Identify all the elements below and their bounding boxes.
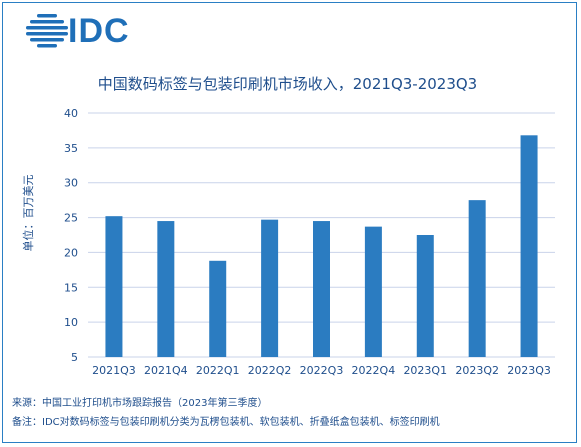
x-tick-label: 2023Q2 [455, 364, 499, 377]
source-note: 来源：中国工业打印机市场跟踪报告（2023年第三季度） [12, 398, 268, 409]
y-tick-label: 15 [64, 281, 78, 294]
x-tick-label: 2023Q3 [507, 364, 551, 377]
y-tick-label: 5 [71, 351, 78, 364]
y-tick-labels: 5 10 15 20 25 30 35 40 [64, 107, 78, 364]
bar-2023Q2 [468, 200, 486, 357]
x-tick-label: 2022Q1 [196, 364, 240, 377]
y-tick-label: 20 [64, 246, 78, 259]
y-tick-label: 35 [64, 142, 78, 155]
bar-2022Q4 [364, 226, 382, 357]
x-tick-label: 2021Q3 [92, 364, 136, 377]
bar-2022Q1 [209, 260, 227, 357]
x-tick-label: 2022Q2 [248, 364, 292, 377]
chart-title: 中国数码标签与包装印刷机市场收入，2021Q3-2023Q3 [97, 75, 478, 93]
x-tick-label: 2023Q1 [403, 364, 447, 377]
bars [105, 135, 538, 357]
bar-2023Q1 [416, 235, 434, 357]
bar-2022Q2 [261, 219, 279, 357]
y-tick-label: 30 [64, 177, 78, 190]
y-tick-label: 10 [64, 316, 78, 329]
x-tick-label: 2021Q4 [144, 364, 188, 377]
globe-icon [26, 14, 68, 48]
y-tick-label: 25 [64, 212, 78, 225]
bar-2021Q3 [105, 216, 123, 357]
logo-text: IDC [68, 12, 130, 50]
footnote: 备注：IDC对数码标签与包装印刷机分类为瓦楞包装机、软包装机、折叠纸盒包装机、标… [12, 417, 440, 428]
bar-2021Q4 [157, 221, 175, 357]
bar-2023Q3 [520, 135, 538, 357]
x-tick-label: 2022Q3 [300, 364, 344, 377]
bar-2022Q3 [313, 221, 330, 357]
x-tick-labels: 2021Q3 2021Q4 2022Q1 2022Q2 2022Q3 2022Q4 2023… [92, 364, 551, 377]
idc-logo: IDC [24, 12, 134, 52]
x-tick-label: 2022Q4 [352, 364, 396, 377]
y-tick-label: 40 [64, 107, 78, 120]
